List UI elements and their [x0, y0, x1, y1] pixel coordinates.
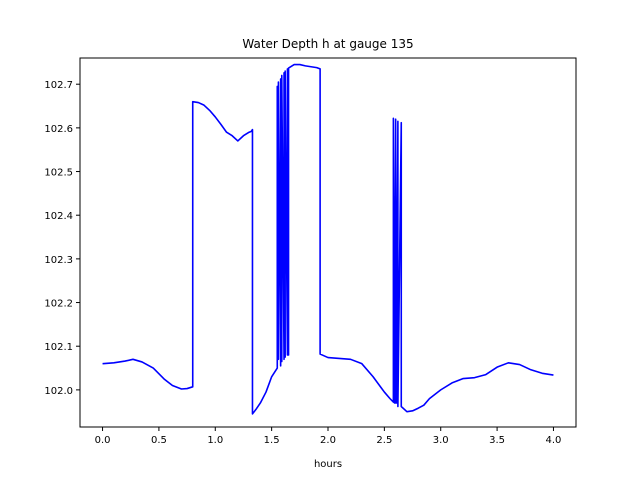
y-tick-label: 102.6: [44, 124, 73, 135]
y-tick-label: 102.4: [44, 211, 73, 222]
y-tick-label: 102.5: [44, 168, 73, 179]
y-axis: 102.0 102.1 102.2 102.3 102.4 102.5 102.6 102.7: [44, 80, 80, 397]
x-axis: 0.0 0.5 1.0 1.5 2.0 2.5 3.0 3.5 4.0: [95, 427, 562, 446]
y-tick-label: 102.7: [44, 80, 73, 91]
y-tick-label: 102.3: [44, 255, 73, 266]
x-tick-label: 0.0: [95, 435, 111, 446]
x-tick-label: 2.0: [320, 435, 336, 446]
plot-area: [102, 63, 554, 415]
series-line-0: [102, 63, 554, 415]
chart-title: Water Depth h at gauge 135: [242, 37, 413, 51]
x-tick-label: 1.0: [207, 435, 223, 446]
y-tick-label: 102.0: [44, 386, 73, 397]
x-axis-label: hours: [314, 459, 342, 470]
x-tick-label: 4.0: [546, 435, 562, 446]
x-tick-label: 1.5: [264, 435, 280, 446]
y-tick-label: 102.2: [44, 299, 73, 310]
x-tick-label: 2.5: [376, 435, 392, 446]
x-tick-label: 3.5: [489, 435, 505, 446]
x-tick-label: 3.0: [433, 435, 449, 446]
x-tick-label: 0.5: [151, 435, 167, 446]
y-tick-label: 102.1: [44, 342, 73, 353]
